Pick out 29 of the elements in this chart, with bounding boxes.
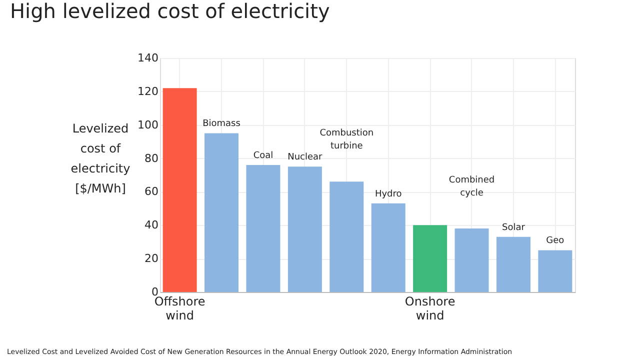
x-tick-label: Geo: [546, 236, 565, 246]
y-tick-label: 140: [138, 52, 158, 64]
x-tick-label: Nuclear: [288, 152, 323, 163]
bar: [204, 133, 239, 292]
y-tick-label: 40: [144, 218, 158, 232]
x-tick-label: Combustion turbine: [320, 128, 374, 152]
y-tick-label: 20: [144, 252, 158, 266]
y-tick-label: 120: [138, 84, 158, 98]
bar: [538, 250, 572, 292]
x-tick-label: Combined cycle: [448, 175, 495, 198]
bar: [288, 166, 322, 292]
bar: [496, 236, 530, 292]
x-tick-label: Hydro: [374, 189, 402, 200]
y-tick-label: 80: [144, 152, 158, 165]
y-axis-title: Levelized cost of electricity [$/MWh]: [70, 122, 130, 196]
bar: [454, 228, 489, 292]
y-tick-label: 100: [138, 118, 158, 132]
bar: [371, 203, 406, 292]
x-tick-label: Solar: [502, 222, 526, 233]
chart-title: High levelized cost of electricity: [10, 0, 330, 23]
bar: [246, 164, 280, 292]
x-tick-label: Coal: [253, 150, 274, 161]
y-tick-label: 60: [144, 185, 158, 198]
bar: [330, 182, 364, 292]
bar: [413, 225, 448, 292]
x-tick-label: Biomass: [202, 119, 241, 130]
x-tick-label: Onshore wind: [404, 294, 456, 322]
bar: [162, 88, 197, 292]
x-tick-label: Offshore wind: [154, 294, 206, 322]
